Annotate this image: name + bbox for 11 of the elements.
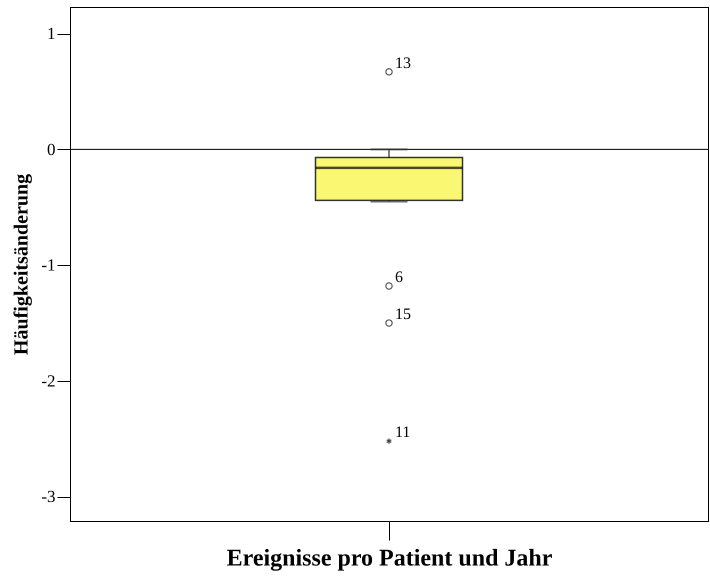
- annotation: 15: [395, 306, 411, 324]
- annotation: 13: [395, 54, 411, 72]
- y-tick-label: -2: [41, 371, 56, 390]
- y-axis-title: Häufigkeitsänderung: [10, 174, 32, 356]
- annotation: 6: [395, 268, 403, 286]
- y-tick-label: 1: [47, 24, 56, 44]
- y-tick-label: 0: [47, 140, 56, 159]
- x-axis-title: Ereignisse pro Patient und Jahr: [226, 546, 553, 572]
- y-tick-label: -3: [41, 487, 56, 506]
- y-tick-label: -1: [41, 256, 56, 275]
- annotation: 11: [395, 424, 410, 442]
